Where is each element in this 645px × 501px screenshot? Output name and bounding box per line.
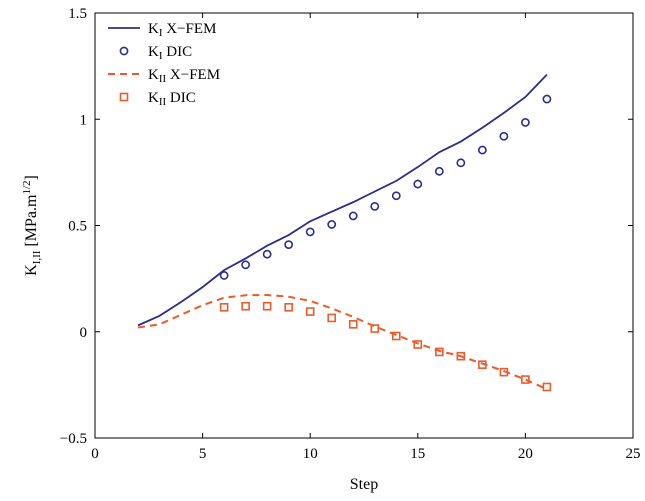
y-tick-label: 0 xyxy=(80,325,88,341)
legend-label: KI DIC xyxy=(148,44,192,62)
legend-label: KII DIC xyxy=(148,90,196,108)
legend-swatch-circle xyxy=(119,46,129,56)
legend-label-rest: X−FEM xyxy=(163,21,217,37)
data-point-circle xyxy=(434,166,444,176)
series-line-0 xyxy=(137,74,548,327)
data-point-square xyxy=(456,351,466,361)
y-label-base: K xyxy=(23,264,40,276)
y-label-close: ] xyxy=(23,175,40,180)
y-tick-label: 0.5 xyxy=(68,219,87,235)
legend-label-rest: DIC xyxy=(166,90,196,106)
data-point-circle xyxy=(499,131,509,141)
x-tick-label: 25 xyxy=(626,446,641,462)
x-tick-label: 20 xyxy=(518,446,533,462)
data-point-circle xyxy=(284,240,294,250)
y-tick-label: −0.5 xyxy=(60,431,87,447)
data-point-square xyxy=(241,301,250,311)
data-point-square xyxy=(348,320,358,329)
x-axis-label: Step xyxy=(350,476,378,493)
data-point-circle xyxy=(327,220,337,229)
legend-label-subscript: II xyxy=(159,96,167,108)
data-point-circle xyxy=(305,227,315,237)
x-tick-label: 0 xyxy=(91,446,99,462)
y-label-unit: [MPa.m xyxy=(23,194,40,251)
x-tick-label: 15 xyxy=(410,446,425,462)
data-point-circle xyxy=(348,211,358,221)
data-point-square xyxy=(327,313,337,323)
legend-label-base: K xyxy=(148,67,159,83)
legend-label-subscript: I xyxy=(159,50,163,62)
x-tick-label: 5 xyxy=(199,446,207,462)
data-point-square xyxy=(370,324,380,333)
data-point-circle xyxy=(391,191,401,201)
legend-label-base: K xyxy=(148,21,159,37)
data-point-circle xyxy=(456,158,466,168)
plot-area xyxy=(137,74,552,392)
legend-label-base: K xyxy=(148,90,159,106)
data-point-circle xyxy=(542,94,552,104)
axis-ticks xyxy=(94,12,634,439)
data-point-circle xyxy=(413,179,423,189)
legend-label-subscript: II xyxy=(159,73,167,85)
data-point-square xyxy=(413,340,423,349)
legend-swatch-square xyxy=(119,92,129,102)
legend-label-base: K xyxy=(148,44,159,60)
series-line-2 xyxy=(137,293,548,391)
legend-label-subscript: I xyxy=(159,27,163,39)
data-point-circle xyxy=(262,249,272,259)
data-point-square xyxy=(219,303,229,312)
data-point-square xyxy=(435,347,444,357)
x-tick-label: 10 xyxy=(303,446,318,462)
legend-label: KI X−FEM xyxy=(148,21,216,39)
y-tick-label: 1 xyxy=(80,112,88,128)
legend-label: KII X−FEM xyxy=(148,67,220,85)
data-point-square xyxy=(262,301,272,311)
data-point-circle xyxy=(521,118,530,127)
legend-label-rest: DIC xyxy=(163,44,193,60)
y-axis-label: KI,II [MPa.m1/2] xyxy=(21,175,43,276)
data-point-circle xyxy=(477,145,487,155)
data-point-square xyxy=(542,382,552,392)
data-point-square xyxy=(499,367,509,377)
data-point-square xyxy=(305,307,315,316)
y-label-subscript: I,II xyxy=(31,250,43,264)
y-tick-label: 1.5 xyxy=(68,6,87,22)
data-point-square xyxy=(478,360,487,369)
data-point-circle xyxy=(219,271,229,280)
data-point-square xyxy=(391,331,401,341)
data-point-square xyxy=(284,303,293,312)
legend-label-rest: X−FEM xyxy=(166,67,220,83)
data-point-circle xyxy=(241,260,251,270)
y-label-superscript: 1/2 xyxy=(21,180,33,194)
data-point-circle xyxy=(370,201,380,211)
data-point-square xyxy=(521,375,530,384)
